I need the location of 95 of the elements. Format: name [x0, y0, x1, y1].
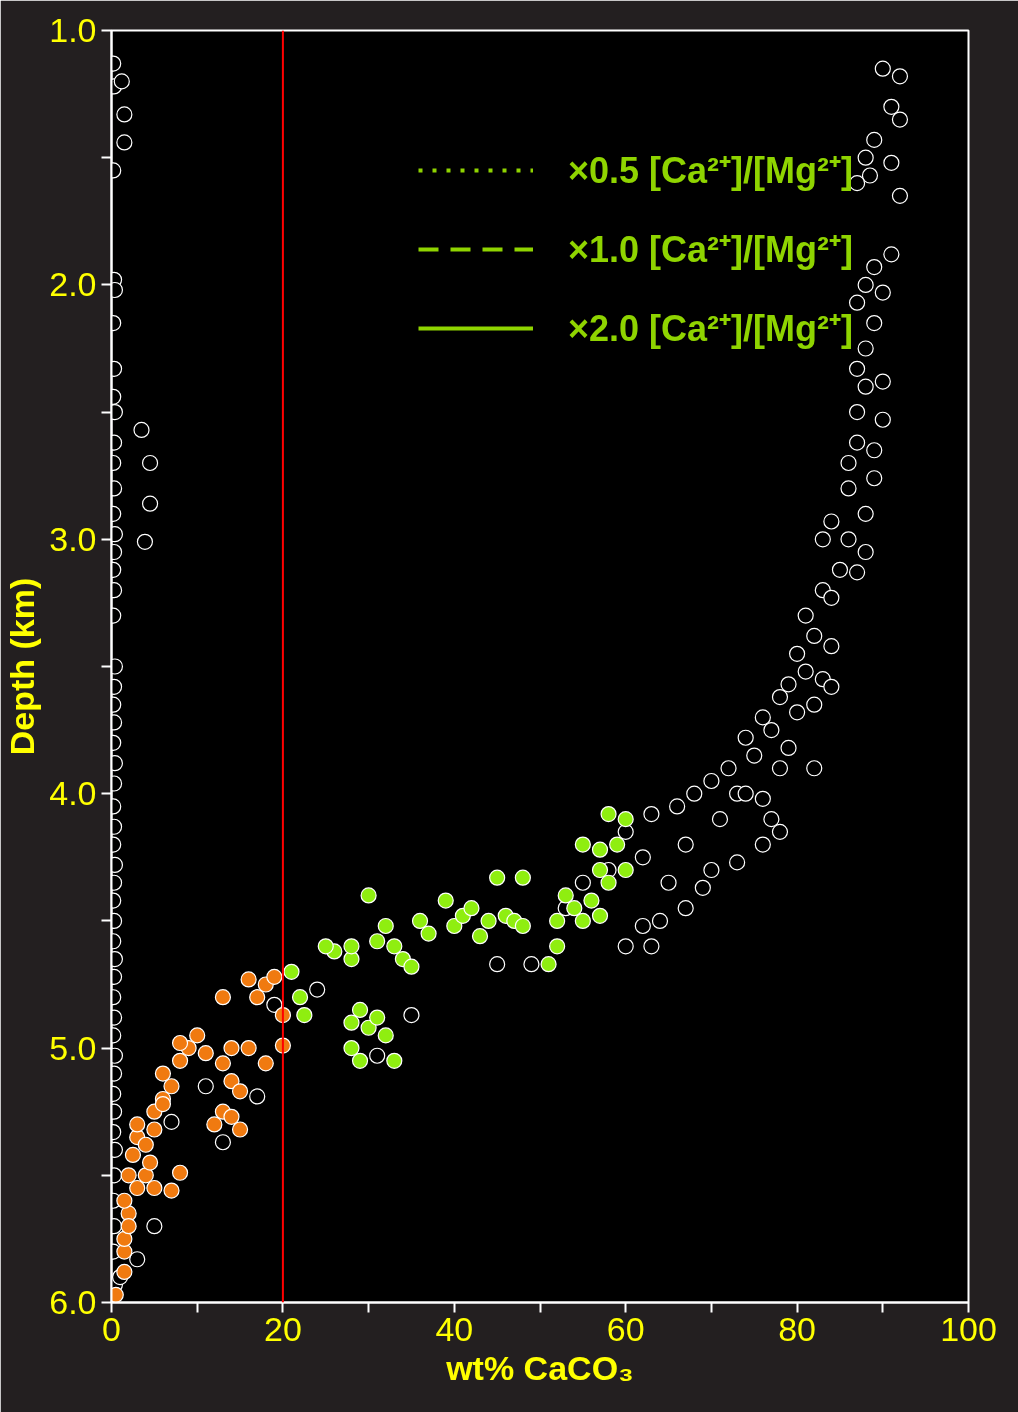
point	[171, 1052, 189, 1069]
point	[146, 1179, 163, 1197]
point	[116, 1192, 133, 1209]
point	[471, 928, 489, 945]
point	[214, 1055, 232, 1072]
point	[317, 938, 334, 955]
point	[171, 1034, 189, 1052]
point	[574, 836, 591, 853]
point	[163, 1078, 180, 1095]
point	[420, 925, 437, 942]
point	[120, 1218, 137, 1235]
point	[197, 1045, 214, 1062]
point	[154, 1095, 172, 1113]
point	[291, 989, 309, 1006]
x-tick-label: 60	[606, 1309, 645, 1348]
point	[369, 933, 386, 950]
point	[386, 938, 403, 955]
point	[351, 1052, 369, 1069]
point	[266, 968, 283, 985]
point	[257, 1055, 274, 1072]
point	[446, 917, 463, 935]
point	[411, 912, 429, 929]
x-tick-label: 100	[940, 1309, 997, 1348]
point	[189, 1027, 206, 1044]
point	[386, 1052, 403, 1069]
point	[343, 938, 360, 955]
legend-label: ×0.5 [Ca²⁺]/[Mg²⁺]	[568, 149, 853, 193]
point	[231, 1083, 249, 1100]
point	[223, 1108, 240, 1125]
x-tick-label: 80	[778, 1309, 817, 1348]
point	[240, 1040, 257, 1057]
x-tick-label: 0	[102, 1309, 121, 1348]
point	[154, 1065, 172, 1082]
point	[171, 1164, 189, 1181]
point	[137, 1136, 154, 1153]
y-tick-label: 5.0	[49, 1028, 97, 1067]
point	[141, 1154, 159, 1171]
y-tick-label: 1.0	[49, 11, 97, 49]
point	[343, 1014, 360, 1031]
y-tick-label: 4.0	[49, 774, 97, 813]
point	[583, 892, 600, 909]
point	[609, 836, 626, 853]
legend-label: ×2.0 [Ca²⁺]/[Mg²⁺]	[568, 307, 853, 351]
point	[591, 841, 609, 858]
point	[403, 958, 420, 975]
point	[549, 938, 566, 955]
point	[591, 907, 609, 924]
point	[214, 989, 232, 1006]
point	[231, 1121, 249, 1138]
point	[351, 1001, 369, 1019]
point	[240, 971, 257, 988]
point	[223, 1073, 240, 1090]
point	[163, 1182, 180, 1199]
y-tick-label: 2.0	[49, 265, 97, 304]
point	[549, 912, 566, 929]
point	[369, 1009, 386, 1026]
x-tick-label: 40	[435, 1309, 474, 1348]
point	[566, 900, 583, 917]
point	[223, 1040, 240, 1057]
point	[120, 1167, 137, 1184]
point	[480, 912, 497, 929]
point	[377, 917, 394, 935]
point	[600, 805, 617, 823]
point	[463, 900, 480, 917]
point	[296, 1006, 313, 1024]
point	[574, 912, 591, 929]
y-tick-label: 6.0	[49, 1283, 97, 1321]
point	[600, 874, 617, 891]
point	[116, 1263, 133, 1281]
point	[557, 887, 574, 904]
point	[129, 1179, 146, 1197]
point	[360, 887, 377, 904]
point	[540, 956, 557, 973]
y-axis-title: Depth (km)	[3, 577, 42, 756]
point	[360, 1019, 377, 1036]
point	[514, 917, 531, 935]
point	[283, 963, 300, 980]
y-tick-label: 3.0	[49, 519, 97, 558]
point	[249, 989, 266, 1006]
x-axis-title: wt% CaCO₃	[445, 1348, 634, 1387]
point	[489, 869, 506, 886]
point	[129, 1116, 146, 1133]
point	[124, 1146, 142, 1164]
x-tick-label: 20	[263, 1309, 302, 1348]
point	[514, 869, 531, 886]
point	[617, 861, 634, 879]
point	[617, 811, 634, 828]
point	[591, 861, 609, 879]
point	[343, 1040, 360, 1057]
point	[377, 1027, 394, 1044]
legend-label: ×1.0 [Ca²⁺]/[Mg²⁺]	[568, 228, 853, 272]
point	[437, 892, 454, 909]
point	[146, 1121, 163, 1138]
point	[206, 1116, 223, 1133]
point	[116, 1230, 133, 1247]
